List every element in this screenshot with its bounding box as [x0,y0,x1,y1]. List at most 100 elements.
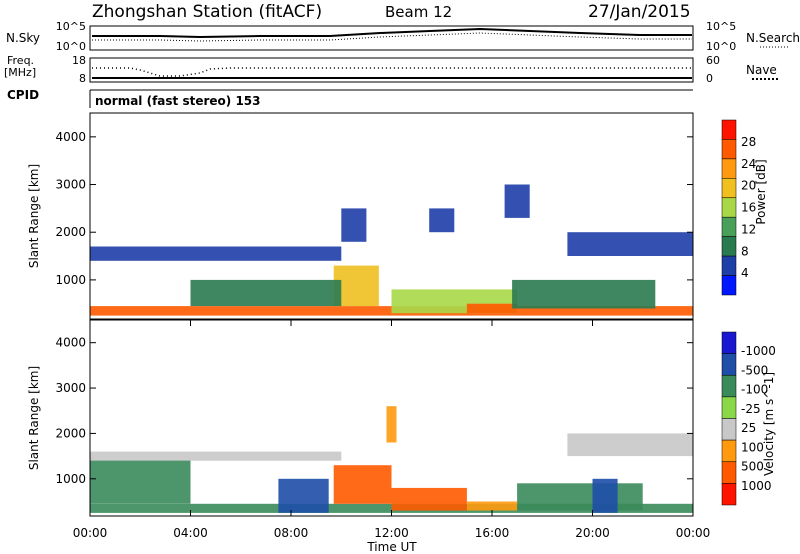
date-label: 27/Jan/2015 [588,2,691,22]
power-cell-7 [512,279,656,309]
power-colorbar-swatch-5 [721,216,737,237]
power-colorbar-swatch-7 [721,255,737,276]
velocity-colorbar-swatch-1 [721,353,737,376]
velocity-y-axis-label: Slant Range [km] [27,366,41,470]
power-colorbar-label: Power [dB] [754,159,768,224]
velocity-colorbar-tick-label-0: 1000 [741,479,772,493]
x-tick-label-6: 00:00 [676,526,711,540]
power-colorbar-tick-label-2: 12 [741,222,756,236]
freq-unit-label: [MHz] [4,66,36,79]
velocity-cell-1 [90,451,342,461]
noise-right-tick-bottom: 10^0 [706,40,736,53]
nave-tick-bottom: 0 [706,72,713,85]
noise-sky-label: N.Sky [6,31,40,45]
velocity-colorbar-swatch-6 [721,461,737,484]
freq-label: Freq. [7,54,34,67]
power-y-axis-label: Slant Range [km] [27,164,41,268]
power-colorbar-swatch-2 [721,158,737,179]
power-cell-8 [341,208,367,242]
power-colorbar-swatch-8 [721,275,737,296]
x-tick-label-5: 20:00 [575,526,610,540]
velocity-cell-6 [278,478,329,513]
power-cell-4 [190,279,342,307]
power-colorbar-tick-label-3: 16 [741,201,756,215]
noise-left-tick-bottom: 10^0 [56,40,86,53]
power-colorbar-swatch-3 [721,178,737,198]
velocity-cell-8 [592,478,618,513]
velocity-colorbar-swatch-5 [721,439,737,462]
power-y-ticks: 1000 2000 3000 4000 [55,130,693,287]
noise-panel-frame [89,25,694,51]
velocity-y-tick-label-2: 3000 [55,381,86,395]
power-cell-1 [90,246,342,261]
x-tick-label-4: 16:00 [475,526,510,540]
velocity-colorbar-tick-label-6: -500 [741,363,768,377]
power-colorbar-tick-label-6: 28 [741,135,756,149]
x-tick-label-3: 12:00 [374,526,409,540]
power-y-tick-label-2: 3000 [55,178,86,192]
freq-tick-bottom: 8 [79,72,86,85]
power-cell-10 [504,184,530,218]
x-tick-label-0: 00:00 [73,526,108,540]
power-y-tick-label-1: 2000 [55,225,86,239]
power-panel: 1000 2000 3000 4000 Slant Range [km] 4 8 12 16… [27,112,768,320]
power-colorbar-swatch-0 [721,119,737,140]
velocity-cell-4 [391,487,467,511]
velocity-y-tick-label-0: 1000 [55,472,86,486]
velocity-colorbar: 1000 500 100 25 -25 -100 -500 -1000 [721,331,776,506]
power-colorbar-swatch-4 [721,197,737,218]
velocity-y-tick-label-1: 2000 [55,426,86,440]
beam-label: Beam 12 [385,3,452,21]
power-cell-9 [429,208,455,233]
velocity-colorbar-tick-label-3: 25 [741,421,756,435]
x-axis-label: Time UT [366,540,417,554]
velocity-colorbar-tick-label-4: -25 [741,402,761,416]
power-y-tick-label-0: 1000 [55,273,86,287]
cpid-value: normal (fast stereo) 153 [95,94,261,108]
velocity-colorbar-tick-label-5: -100 [741,383,768,397]
velocity-colorbar-swatch-4 [721,418,737,441]
velocity-cell-2 [567,433,693,457]
noise-left-tick-top: 10^5 [56,20,86,33]
velocity-heatmap-cells [90,406,693,513]
velocity-colorbar-tick-label-2: 100 [741,440,764,454]
power-panel-frame [89,112,694,320]
power-colorbar: 4 8 12 16 20 24 28 [721,119,756,296]
power-colorbar-swatch-1 [721,139,737,160]
velocity-cell-5 [466,501,518,511]
nave-label: Nave [746,63,777,77]
velocity-colorbar-label: Velocity [m s^-1] [762,372,776,476]
power-colorbar-tick-label-0: 4 [741,266,749,280]
velocity-colorbar-swatch-7 [721,483,737,506]
nave-trace [92,67,692,77]
velocity-y-ticks: 1000 2000 3000 4000 [55,336,693,486]
freq-tick-top: 18 [72,54,86,67]
power-y-tick-label-3: 4000 [55,130,86,144]
velocity-cell-3 [333,465,392,504]
x-tick-label-2: 08:00 [274,526,309,540]
velocity-y-tick-label-3: 4000 [55,336,86,350]
velocity-cell-7 [517,483,643,511]
noise-search-label: N.Search [746,31,800,45]
velocity-colorbar-swatch-0 [721,331,737,354]
power-cell-2 [567,232,693,256]
power-colorbar-tick-label-5: 24 [741,157,756,171]
power-colorbar-tick-label-4: 20 [741,179,756,193]
nave-tick-top: 60 [706,54,720,67]
power-cell-6 [466,303,518,314]
freq-panel-frame [89,57,694,83]
velocity-panel: 1000 2000 3000 4000 Slant Range [km] 1000 50… [27,319,776,517]
power-colorbar-tick-label-1: 8 [741,244,749,258]
cpid-label: CPID [7,88,39,102]
station-title: Zhongshan Station (fitACF) [92,2,322,22]
noise-search-trace [92,32,692,42]
velocity-cell-9 [90,460,191,504]
noise-right-tick-top: 10^5 [706,20,736,33]
x-axis-ticks: 00:00 04:00 08:00 12:00 16:00 20:00 00:00 [73,320,711,540]
power-colorbar-swatch-6 [721,236,737,257]
velocity-colorbar-tick-label-1: 500 [741,460,764,474]
velocity-colorbar-swatch-2 [721,375,737,398]
velocity-cell-10 [386,406,397,443]
noise-sky-trace [92,27,692,39]
